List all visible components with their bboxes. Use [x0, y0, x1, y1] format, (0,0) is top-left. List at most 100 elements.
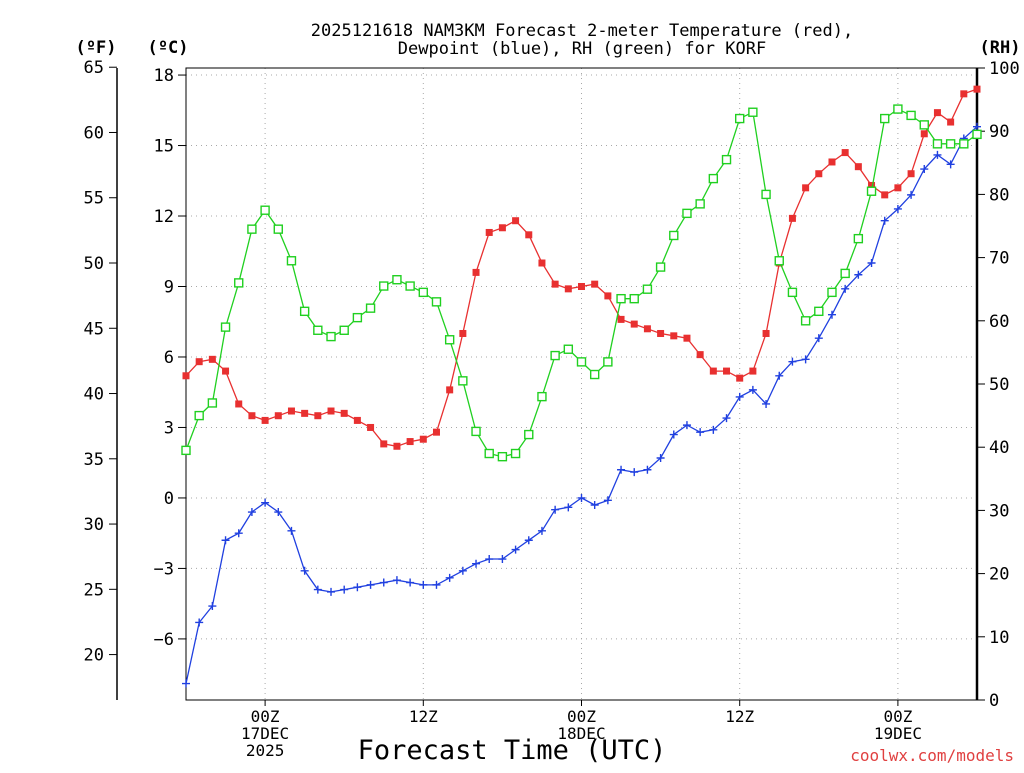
temperature-point — [248, 412, 256, 420]
temperature-point — [604, 292, 612, 300]
x-tick-label: 12Z — [725, 707, 754, 726]
dewpoint-point — [656, 454, 665, 463]
dewpoint-point — [748, 385, 757, 394]
temperature-point — [406, 438, 414, 446]
rh-point — [181, 445, 191, 456]
temperature-point — [222, 367, 230, 375]
rh-point — [589, 369, 600, 380]
rh-point — [708, 173, 719, 184]
temperature-point — [393, 442, 401, 450]
dewpoint-point — [485, 555, 494, 564]
temperature-point — [723, 367, 731, 375]
temperature-point — [564, 285, 572, 293]
rh-point — [497, 451, 508, 462]
x-tick-label: 00Z — [251, 707, 280, 726]
temperature-point — [630, 320, 638, 328]
dewpoint-point — [880, 216, 889, 225]
dewpoint-point — [814, 334, 823, 343]
dewpoint-point — [340, 585, 349, 594]
dewpoint-point — [511, 545, 520, 554]
temperature-point — [868, 181, 876, 189]
dewpoint-point — [432, 580, 441, 589]
rh-point — [550, 350, 560, 361]
rh-point — [563, 344, 574, 354]
rh-point — [945, 139, 956, 149]
temperature-point — [287, 407, 295, 415]
dewpoint-point — [406, 578, 415, 587]
c-tick-label: −3 — [154, 559, 174, 579]
temperature-point — [314, 412, 322, 420]
rh-point — [524, 429, 534, 440]
temperature-point — [881, 191, 889, 199]
f-tick-label: 30 — [84, 515, 104, 535]
dewpoint-point — [551, 505, 560, 514]
dewpoint-point — [669, 430, 678, 439]
rh-point — [326, 331, 336, 342]
dewpoint-point — [696, 428, 705, 437]
rh-point — [339, 325, 349, 335]
rh-point — [616, 293, 626, 304]
dewpoint-point — [195, 618, 204, 627]
temperature-point — [353, 416, 361, 424]
dewpoint-point — [287, 526, 296, 535]
dewpoint-point — [682, 421, 691, 430]
dewpoint-point — [458, 566, 467, 575]
rh-point — [392, 275, 402, 285]
temperature-point — [947, 118, 955, 126]
rh-point — [471, 426, 481, 437]
rh-tick-label: 90 — [989, 122, 1009, 142]
rh-point — [655, 262, 666, 272]
temperature-point — [274, 412, 282, 420]
dewpoint-point — [498, 555, 507, 564]
rh-point — [800, 316, 811, 326]
temperature-point — [182, 372, 190, 380]
temperature-point — [670, 332, 678, 340]
rh-tick-label: 0 — [989, 691, 999, 711]
dewpoint-point — [300, 566, 309, 575]
rh-tick-label: 80 — [989, 185, 1009, 205]
dewpoint-point — [353, 583, 362, 592]
temperature-point — [419, 435, 427, 443]
dewpoint-point — [867, 259, 876, 268]
dewpoint-point — [841, 284, 850, 293]
temperature-point — [485, 228, 493, 236]
dewpoint-point — [762, 399, 771, 408]
rh-point — [695, 199, 705, 209]
dewpoint-point — [392, 576, 401, 585]
temperature-point — [788, 214, 796, 222]
dewpoint-point — [920, 165, 929, 174]
c-tick-label: −6 — [154, 630, 174, 650]
temperature-point — [380, 440, 388, 448]
temperature-point — [446, 386, 454, 394]
rh-point — [880, 113, 890, 124]
temperature-point — [432, 428, 440, 436]
temperature-point — [854, 163, 862, 171]
rh-point — [919, 120, 929, 130]
dewpoint-point — [643, 465, 652, 474]
rh-point — [959, 139, 969, 149]
rh-point — [458, 376, 468, 386]
rh-point — [207, 398, 218, 408]
dewpoint-point — [445, 573, 454, 582]
f-tick-label: 40 — [84, 385, 104, 405]
rh-point — [629, 293, 639, 304]
temperature-point — [920, 130, 928, 138]
rh-point — [603, 357, 613, 367]
rh-tick-label: 20 — [989, 565, 1009, 585]
dewpoint-point — [537, 526, 546, 535]
temperature-point — [749, 367, 757, 375]
dewpoint-point — [208, 602, 217, 611]
c-tick-label: 0 — [164, 489, 174, 509]
rh-point — [510, 448, 521, 459]
rh-point — [537, 391, 547, 402]
dewpoint-point — [788, 357, 797, 366]
dewpoint-point — [801, 355, 810, 364]
x-tick-label: 18DEC — [557, 724, 605, 743]
dewpoint-point — [709, 425, 718, 434]
f-tick-label: 35 — [84, 450, 104, 470]
dewpoint-point — [603, 496, 612, 505]
temperature-point — [538, 259, 546, 267]
rh-point — [721, 154, 732, 165]
rh-point — [247, 224, 257, 234]
